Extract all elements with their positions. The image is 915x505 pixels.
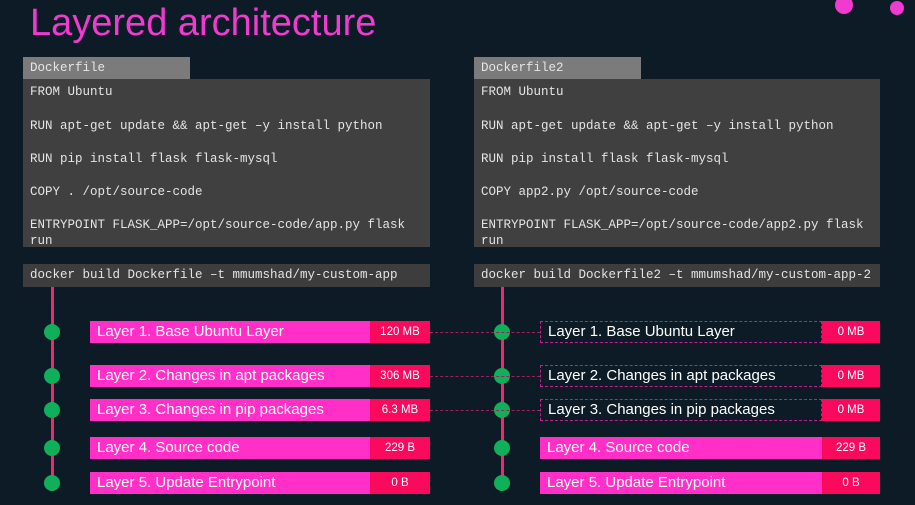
build-command: docker build Dockerfile2 –t mmumshad/my-…	[474, 264, 880, 287]
layer-label: Layer 4. Source code	[90, 437, 370, 459]
layer-timeline	[51, 287, 54, 490]
layer-label: Layer 1. Base Ubuntu Layer	[90, 321, 370, 343]
layer-timeline	[501, 287, 504, 490]
dockerfile-tab[interactable]: Dockerfile	[23, 57, 190, 79]
code-line: COPY . /opt/source-code	[30, 185, 203, 199]
layer-size: 120 MB	[370, 321, 430, 343]
build-command: docker build Dockerfile –t mmumshad/my-c…	[23, 264, 430, 287]
layer-label: Layer 3. Changes in pip packages	[540, 399, 822, 421]
code-line: RUN apt-get update && apt-get –y install…	[30, 119, 383, 133]
layer-size: 6.3 MB	[370, 399, 430, 421]
layer-size: 0 MB	[822, 399, 880, 421]
layer-size: 0 MB	[822, 365, 880, 387]
layer-cache-connector	[430, 376, 540, 377]
layer-size: 0 B	[822, 472, 880, 494]
code-line: RUN apt-get update && apt-get –y install…	[481, 119, 834, 133]
code-line: RUN pip install flask flask-mysql	[481, 152, 729, 166]
code-line: ENTRYPOINT FLASK_APP=/opt/source-code/ap…	[481, 218, 864, 232]
layer-label: Layer 2. Changes in apt packages	[540, 365, 822, 387]
code-line: FROM Ubuntu	[30, 85, 113, 99]
decorative-dot	[890, 1, 904, 15]
layer-node	[494, 440, 510, 456]
layer-size: 0 MB	[822, 321, 880, 343]
code-line: ENTRYPOINT FLASK_APP=/opt/source-code/ap…	[30, 218, 406, 232]
layer-node	[44, 324, 60, 340]
decorative-dot	[835, 0, 853, 14]
layer-node	[44, 368, 60, 384]
layer-node	[44, 475, 60, 491]
page-title: Layered architecture	[30, 2, 377, 44]
code-line: COPY app2.py /opt/source-code	[481, 185, 699, 199]
layer-size: 0 B	[370, 472, 430, 494]
layer-label: Layer 5. Update Entrypoint	[90, 472, 370, 494]
layer-size: 306 MB	[370, 365, 430, 387]
code-line: run	[30, 234, 53, 248]
layer-label: Layer 1. Base Ubuntu Layer	[540, 321, 822, 343]
code-line: run	[481, 234, 504, 248]
layer-label: Layer 3. Changes in pip packages	[90, 399, 370, 421]
layer-node	[494, 475, 510, 491]
layer-label: Layer 5. Update Entrypoint	[540, 472, 822, 494]
dockerfile-code: FROM Ubuntu RUN apt-get update && apt-get…	[23, 79, 430, 248]
layer-node	[44, 440, 60, 456]
layer-cache-connector	[430, 410, 540, 411]
layer-label: Layer 4. Source code	[540, 437, 822, 459]
layer-size: 229 B	[822, 437, 880, 459]
layer-node	[44, 402, 60, 418]
code-line: RUN pip install flask flask-mysql	[30, 152, 278, 166]
code-line: FROM Ubuntu	[481, 85, 564, 99]
layer-size: 229 B	[370, 437, 430, 459]
layer-cache-connector	[430, 332, 540, 333]
dockerfile-code: FROM Ubuntu RUN apt-get update && apt-get…	[474, 79, 880, 248]
layer-label: Layer 2. Changes in apt packages	[90, 365, 370, 387]
dockerfile-tab[interactable]: Dockerfile2	[474, 57, 641, 79]
